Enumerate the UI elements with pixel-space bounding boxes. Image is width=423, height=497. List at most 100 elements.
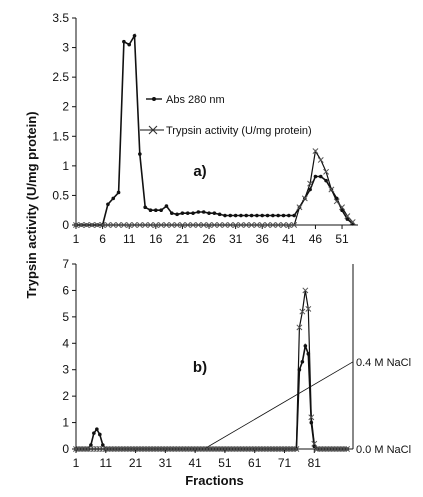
data-point-abs280 bbox=[116, 190, 121, 195]
data-point-trypsin bbox=[269, 222, 276, 228]
y-tick-label: 0 bbox=[62, 218, 69, 232]
data-point-trypsin bbox=[211, 222, 218, 228]
data-point-trypsin bbox=[285, 222, 292, 228]
y-tick-label: 2 bbox=[62, 389, 69, 403]
data-point-trypsin bbox=[302, 287, 309, 294]
y-tick-label: 6 bbox=[62, 283, 69, 297]
data-point-trypsin bbox=[333, 198, 340, 205]
data-point-trypsin bbox=[344, 213, 351, 220]
data-point-abs280 bbox=[98, 432, 102, 437]
data-point-abs280 bbox=[308, 187, 312, 192]
data-point-abs280 bbox=[185, 211, 190, 215]
data-point-trypsin bbox=[232, 222, 239, 228]
data-point-abs280 bbox=[324, 178, 328, 183]
data-point-abs280 bbox=[201, 210, 206, 214]
data-point-abs280 bbox=[127, 42, 132, 47]
data-point-abs280 bbox=[148, 208, 153, 213]
data-point-trypsin bbox=[147, 222, 154, 228]
x-tick-label: 41 bbox=[282, 232, 296, 246]
data-point-abs280 bbox=[196, 210, 201, 214]
data-point-abs280 bbox=[281, 213, 286, 218]
data-point-trypsin bbox=[99, 222, 106, 228]
y-tick-label: 2 bbox=[62, 100, 69, 114]
legend-label: Abs 280 nm bbox=[166, 94, 225, 106]
x-tick-label: 61 bbox=[248, 456, 262, 470]
data-point-trypsin bbox=[280, 222, 287, 228]
data-point-trypsin bbox=[308, 414, 315, 421]
y-tick-label: 2.5 bbox=[52, 70, 69, 84]
data-point-abs280 bbox=[244, 213, 249, 218]
data-point-trypsin bbox=[307, 180, 314, 187]
x-tick-label: 16 bbox=[149, 232, 163, 246]
x-axis-label: Fractions bbox=[185, 473, 244, 488]
data-point-trypsin bbox=[248, 222, 255, 228]
data-point-trypsin bbox=[349, 219, 356, 225]
y-tick-label: 3 bbox=[62, 363, 69, 377]
y-tick-label: 1 bbox=[62, 416, 69, 430]
data-point-abs280 bbox=[223, 213, 227, 218]
data-point-trypsin bbox=[83, 222, 90, 228]
data-point-abs280 bbox=[239, 213, 243, 218]
data-point-trypsin bbox=[104, 222, 111, 228]
nacl-gradient-line bbox=[203, 361, 354, 450]
y-tick-label: 7 bbox=[62, 257, 69, 271]
legend-marker-trypsin bbox=[148, 125, 158, 135]
data-point-abs280 bbox=[217, 212, 222, 217]
data-point-trypsin bbox=[126, 222, 133, 228]
data-point-abs280 bbox=[260, 213, 265, 218]
x-tick-label: 11 bbox=[100, 456, 113, 470]
gradient-end-label: 0.4 M NaCl bbox=[356, 357, 411, 369]
data-point-abs280 bbox=[164, 204, 169, 208]
data-point-trypsin bbox=[339, 204, 345, 211]
data-point-trypsin bbox=[206, 222, 212, 228]
x-tick-label: 31 bbox=[229, 232, 243, 246]
y-tick-label: 0 bbox=[62, 442, 69, 456]
x-tick-label: 41 bbox=[188, 456, 202, 470]
data-point-trypsin bbox=[216, 222, 223, 228]
data-point-abs280 bbox=[95, 427, 99, 431]
x-tick-label: 1 bbox=[73, 456, 80, 470]
data-point-trypsin bbox=[323, 168, 330, 175]
data-point-abs280 bbox=[265, 213, 270, 218]
data-point-trypsin bbox=[115, 222, 122, 228]
data-point-trypsin bbox=[184, 222, 191, 228]
data-point-trypsin bbox=[78, 222, 85, 228]
data-point-trypsin bbox=[200, 222, 207, 228]
data-point-trypsin bbox=[227, 222, 234, 228]
x-tick-label: 51 bbox=[218, 456, 232, 470]
data-point-trypsin bbox=[296, 204, 303, 211]
data-point-abs280 bbox=[271, 213, 275, 218]
data-point-abs280 bbox=[228, 213, 233, 218]
data-point-trypsin bbox=[190, 222, 197, 228]
data-point-abs280 bbox=[159, 208, 163, 213]
data-point-trypsin bbox=[174, 222, 181, 228]
data-point-abs280 bbox=[300, 359, 305, 364]
x-tick-label: 6 bbox=[99, 232, 106, 246]
data-point-trypsin bbox=[110, 222, 117, 228]
y-tick-label: 4 bbox=[62, 336, 69, 350]
data-point-trypsin bbox=[142, 222, 149, 228]
data-point-trypsin bbox=[195, 222, 202, 228]
data-point-trypsin bbox=[168, 222, 175, 228]
data-point-trypsin bbox=[311, 440, 318, 447]
data-point-abs280 bbox=[180, 211, 185, 215]
x-tick-label: 26 bbox=[202, 232, 216, 246]
data-point-abs280 bbox=[303, 344, 308, 348]
legend-marker-abs280 bbox=[152, 97, 156, 101]
shared-y-axis-label: Trypsin activity (U/mg protein) bbox=[24, 111, 39, 298]
data-point-trypsin bbox=[94, 222, 101, 228]
data-point-trypsin bbox=[136, 222, 143, 228]
data-point-abs280 bbox=[318, 174, 323, 179]
data-point-abs280 bbox=[276, 213, 280, 218]
data-point-abs280 bbox=[212, 211, 217, 215]
x-tick-label: 51 bbox=[335, 232, 349, 246]
x-tick-label: 31 bbox=[159, 456, 173, 470]
x-tick-label: 21 bbox=[129, 456, 143, 470]
data-point-abs280 bbox=[169, 211, 174, 215]
y-tick-label: 1 bbox=[62, 159, 69, 173]
x-tick-label: 21 bbox=[176, 232, 190, 246]
data-point-abs280 bbox=[233, 213, 238, 218]
data-point-abs280 bbox=[345, 217, 350, 221]
